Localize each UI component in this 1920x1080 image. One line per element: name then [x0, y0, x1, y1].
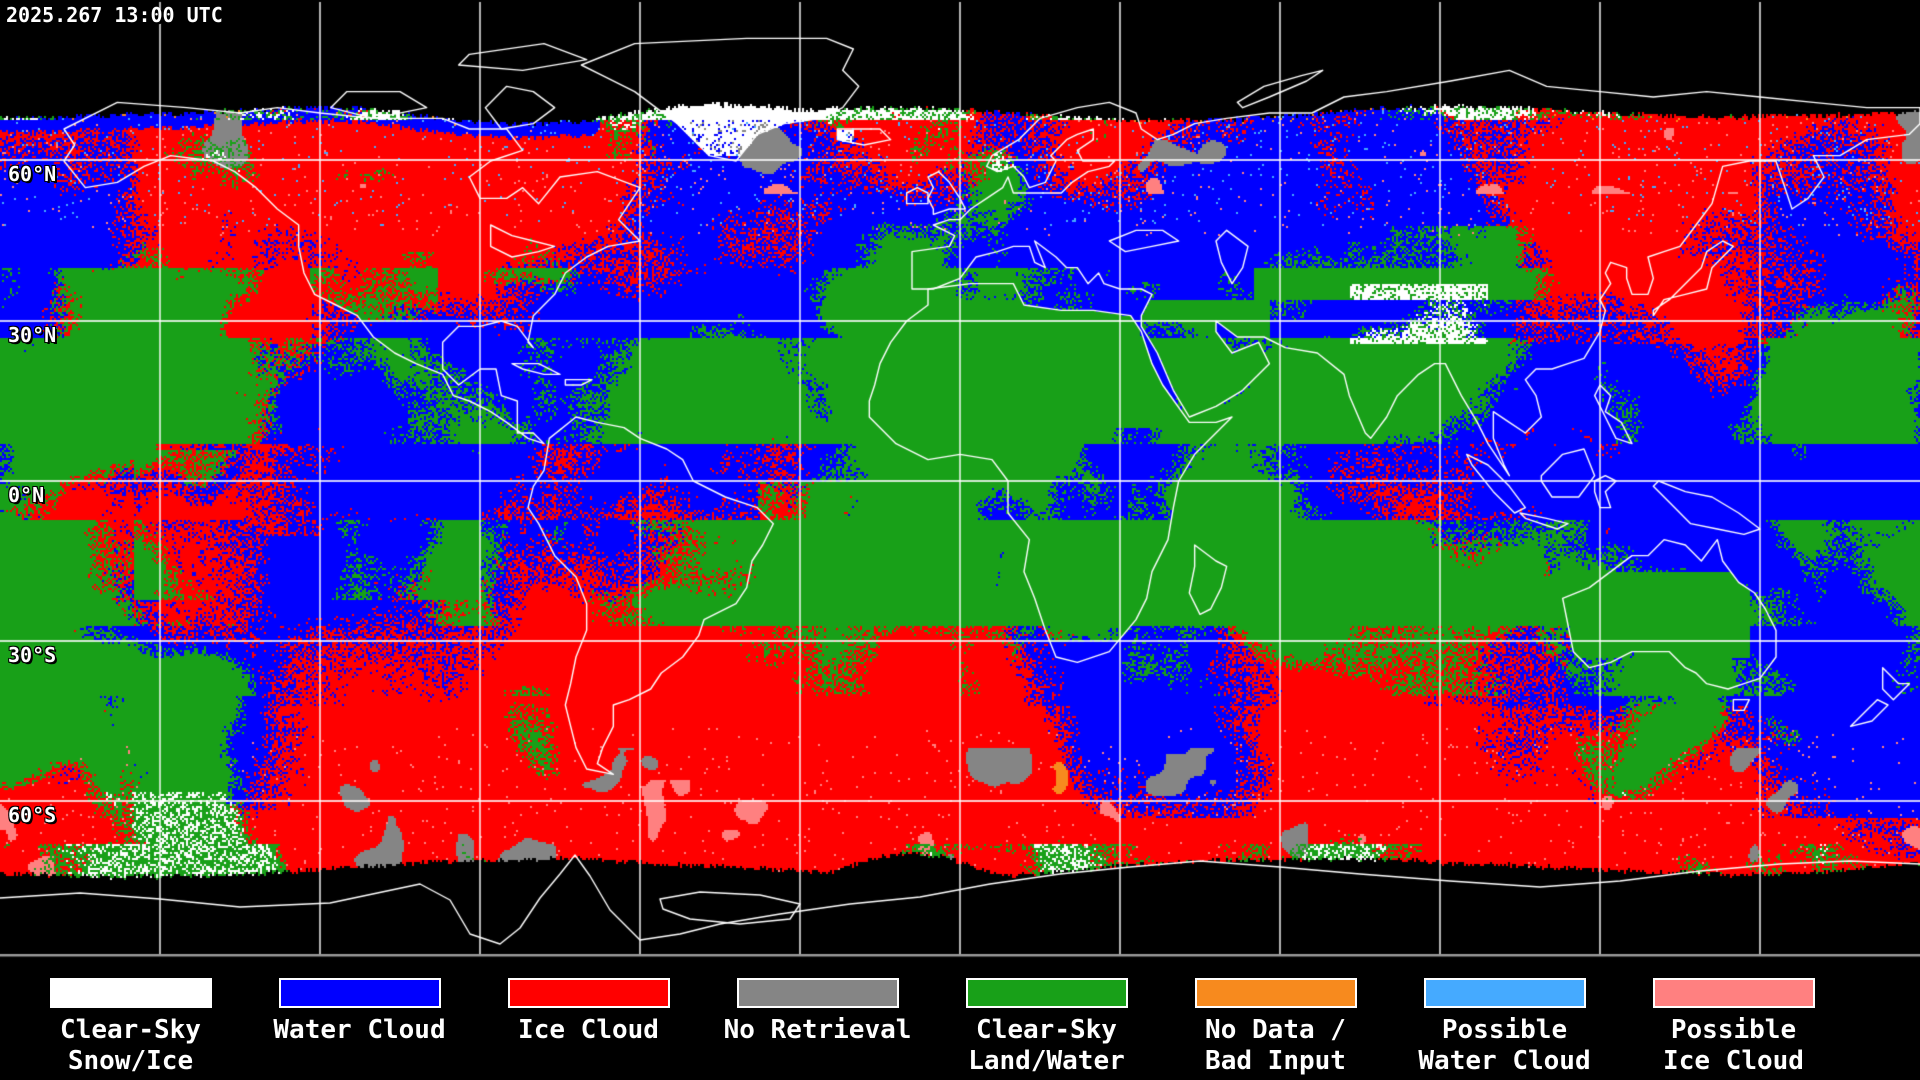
legend-swatch-no_retrieval [736, 978, 899, 1008]
legend-swatch-clear_sky_land_water [965, 978, 1128, 1008]
legend-label-water_cloud-line2 [245, 1046, 474, 1077]
legend-label-possible_water_cloud-line1: Possible [1441, 1015, 1568, 1045]
latitude-label-60N: 60°N [8, 162, 57, 186]
latitude-label-0N: 0°N [8, 483, 45, 507]
legend-label-no_data_bad_input-line2: Bad Input [1205, 1046, 1346, 1076]
legend-swatch-no_data_bad_input [1194, 978, 1357, 1008]
legend-item-possible_water_cloud: Possible Water Cloud [1390, 962, 1619, 1077]
legend-item-possible_ice_cloud: Possible Ice Cloud [1619, 962, 1848, 1077]
legend-label-possible_ice_cloud-line2: Ice Cloud [1663, 1046, 1804, 1076]
legend-label-clear_sky_snow_ice-line1: Clear-Sky [60, 1015, 201, 1045]
timestamp-label: 2025.267 13:00 UTC [6, 3, 223, 27]
legend-label-clear_sky_snow_ice-line2: Snow/Ice [67, 1046, 194, 1076]
legend-label-clear_sky_land_water-line2: Land/Water [968, 1046, 1125, 1076]
legend-item-no_retrieval: No Retrieval [703, 962, 932, 1077]
legend-label-no_retrieval-line1: No Retrieval [723, 1015, 912, 1045]
legend-label-no_data_bad_input-line1: No Data / [1205, 1015, 1346, 1045]
legend-label-water_cloud-line1: Water Cloud [273, 1015, 446, 1045]
legend-bar: Clear-Sky Snow/Ice Water Cloud Ice Cloud N… [0, 962, 1920, 1080]
legend-label-ice_cloud-line2 [474, 1046, 703, 1077]
legend-item-ice_cloud: Ice Cloud [474, 962, 703, 1077]
latitude-label-30N: 30°N [8, 323, 57, 347]
legend-label-no_retrieval-line2 [703, 1046, 932, 1077]
cloud-phase-map-canvas [0, 0, 1920, 962]
legend-swatch-water_cloud [278, 978, 441, 1008]
legend-swatch-possible_water_cloud [1423, 978, 1586, 1008]
legend-item-clear_sky_land_water: Clear-Sky Land/Water [932, 962, 1161, 1077]
legend-label-possible_ice_cloud-line1: Possible [1670, 1015, 1797, 1045]
legend-label-ice_cloud-line1: Ice Cloud [518, 1015, 659, 1045]
latitude-label-30S: 30°S [8, 643, 57, 667]
legend-item-clear_sky_snow_ice: Clear-Sky Snow/Ice [16, 962, 245, 1077]
legend-swatch-clear_sky_snow_ice [49, 978, 212, 1008]
legend-label-possible_water_cloud-line2: Water Cloud [1418, 1046, 1591, 1076]
legend-item-no_data_bad_input: No Data / Bad Input [1161, 962, 1390, 1077]
legend-swatch-possible_ice_cloud [1652, 978, 1815, 1008]
legend-swatch-ice_cloud [507, 978, 670, 1008]
latitude-label-60S: 60°S [8, 803, 57, 827]
legend-item-water_cloud: Water Cloud [245, 962, 474, 1077]
legend-label-clear_sky_land_water-line1: Clear-Sky [976, 1015, 1117, 1045]
